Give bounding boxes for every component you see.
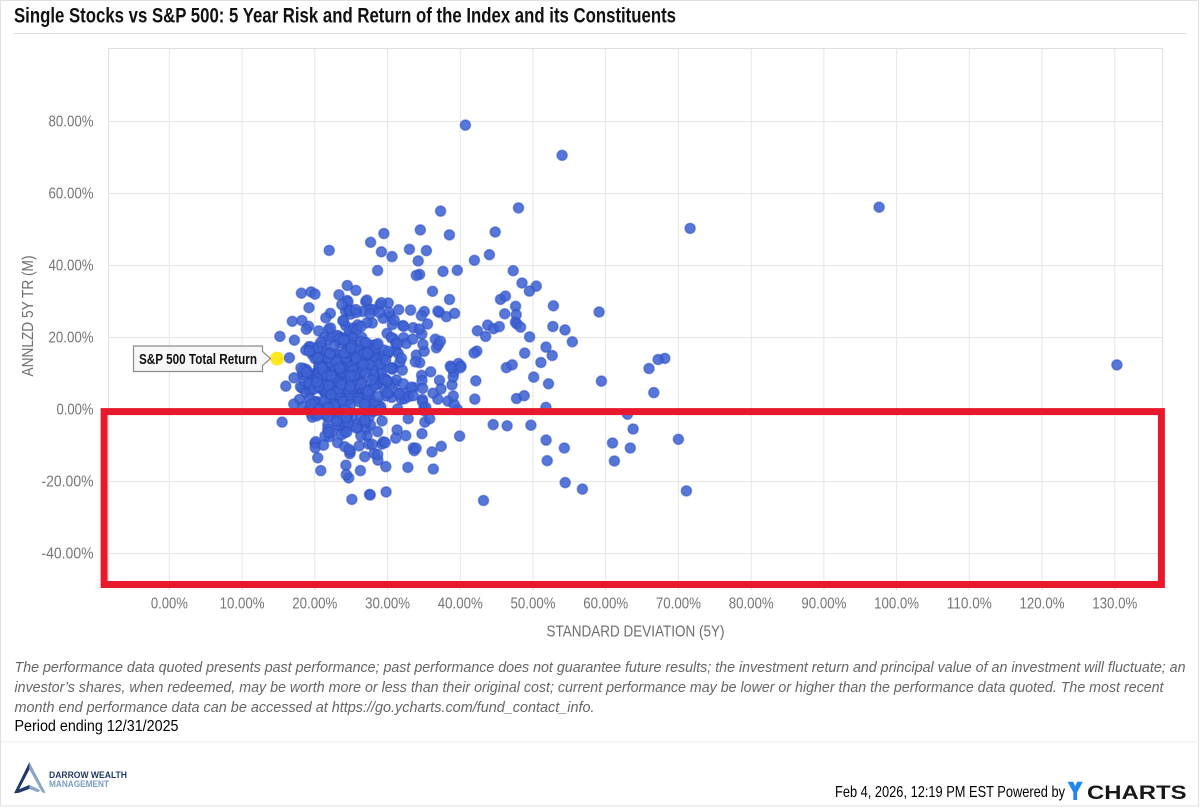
svg-text:The performance data quoted pr: The performance data quoted presents pas… [15,659,1186,676]
svg-text:DARROW WEALTH: DARROW WEALTH [49,770,127,780]
svg-text:month end performance data can: month end performance data can be access… [15,699,595,716]
svg-text:30.00%: 30.00% [365,596,410,613]
svg-text:10.00%: 10.00% [220,596,265,613]
svg-text:40.00%: 40.00% [438,596,483,613]
svg-text:STANDARD DEVIATION (5Y): STANDARD DEVIATION (5Y) [547,624,725,641]
svg-text:80.00%: 80.00% [49,114,94,131]
svg-text:20.00%: 20.00% [292,596,337,613]
svg-text:S&P 500 Total Return: S&P 500 Total Return [139,352,257,368]
svg-text:0.00%: 0.00% [57,402,94,419]
svg-text:Feb 4, 2026, 12:19 PM EST Powe: Feb 4, 2026, 12:19 PM EST Powered by [835,784,1065,801]
svg-text:100.0%: 100.0% [874,596,919,613]
svg-text:MANAGEMENT: MANAGEMENT [49,779,109,789]
svg-text:110.0%: 110.0% [947,596,992,613]
svg-text:ANNLZD 5Y TR (M): ANNLZD 5Y TR (M) [20,256,37,377]
svg-text:60.00%: 60.00% [49,186,94,203]
svg-text:90.00%: 90.00% [801,596,846,613]
svg-text:130.0%: 130.0% [1092,596,1137,613]
svg-text:-40.00%: -40.00% [42,546,94,563]
svg-text:-20.00%: -20.00% [42,474,94,491]
svg-text:60.00%: 60.00% [583,596,628,613]
svg-text:CHARTS: CHARTS [1087,782,1187,804]
svg-text:40.00%: 40.00% [49,258,94,275]
svg-text:50.00%: 50.00% [511,596,556,613]
svg-text:20.00%: 20.00% [49,330,94,347]
svg-text:Period ending 12/31/2025: Period ending 12/31/2025 [15,718,179,735]
svg-text:0.00%: 0.00% [151,596,188,613]
svg-text:70.00%: 70.00% [656,596,701,613]
svg-text:investor’s shares, when redeem: investor’s shares, when redeemed, may be… [15,679,1165,696]
svg-text:Single Stocks vs S&P 500: 5 Ye: Single Stocks vs S&P 500: 5 Year Risk an… [14,4,676,28]
svg-text:80.00%: 80.00% [729,596,774,613]
svg-text:120.0%: 120.0% [1020,596,1065,613]
